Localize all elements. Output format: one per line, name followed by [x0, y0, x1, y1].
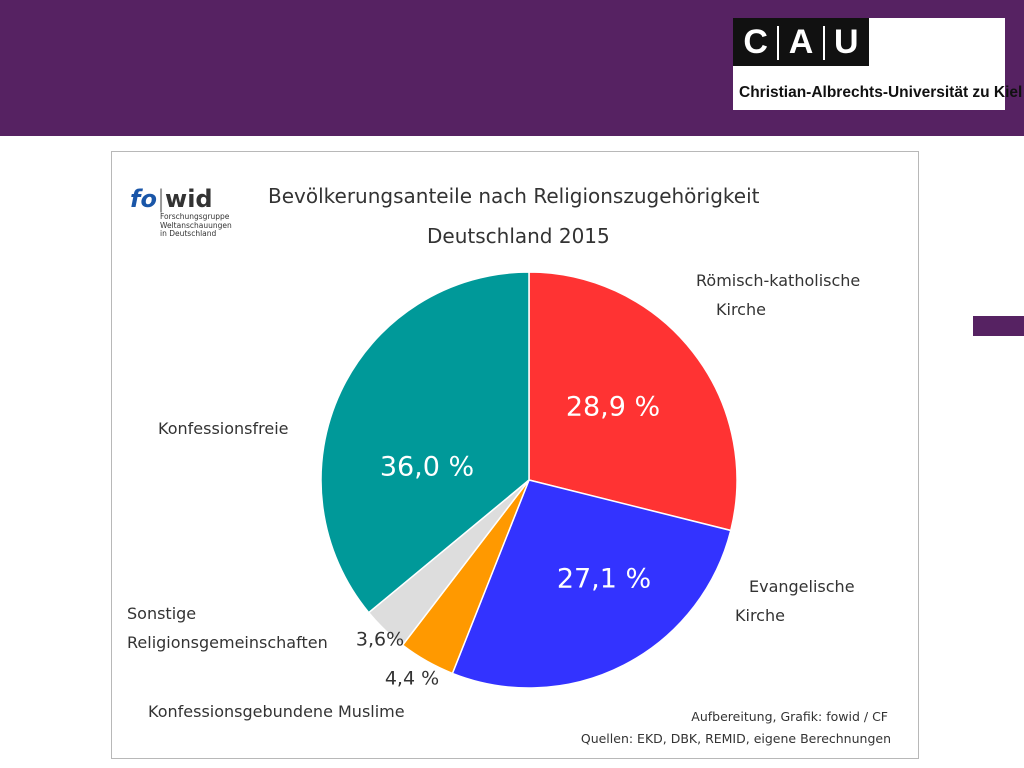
label-catholic: Römisch-katholische Kirche — [696, 266, 860, 324]
slice-nonreligious — [320, 271, 530, 614]
side-tab — [973, 316, 1024, 336]
cau-divider — [823, 26, 825, 60]
slice-catholic — [528, 271, 738, 532]
cau-letter-u: U — [834, 22, 859, 61]
label-other-line: Religionsgemeinschaften — [127, 633, 328, 652]
value-label: 36,0 % — [380, 452, 474, 483]
fowid-subtitle-line: in Deutschland — [160, 229, 217, 238]
value-label: 3,6% — [356, 629, 404, 651]
label-nonreligious: Konfessionsfreie — [158, 419, 289, 438]
label-protestant: Evangelische Kirche — [735, 572, 855, 630]
label-other-line: Sonstige — [127, 604, 197, 623]
chart-subtitle: Deutschland 2015 — [427, 224, 610, 248]
value-label: 27,1 % — [557, 564, 651, 595]
chart-title: Bevölkerungsanteile nach Religionszugehö… — [268, 184, 760, 208]
fowid-wid: wid — [165, 185, 213, 213]
fowid-subtitle-line: Forschungsgruppe — [160, 212, 230, 221]
fowid-fo: fo — [130, 185, 157, 213]
university-name: Christian-Albrechts-Universität zu Kiel — [739, 84, 1023, 101]
label-catholic-line: Kirche — [716, 300, 766, 319]
cau-letter-a: A — [788, 22, 814, 61]
label-protestant-line: Evangelische — [749, 577, 855, 596]
label-protestant-line: Kirche — [735, 606, 785, 625]
source-credit: Aufbereitung, Grafik: fowid / CF — [691, 709, 888, 724]
label-catholic-line: Römisch-katholische — [696, 271, 861, 290]
cau-divider — [777, 26, 779, 60]
fowid-subtitle: Forschungsgruppe Weltanschauungen in Deu… — [160, 212, 232, 239]
fowid-subtitle-line: Weltanschauungen — [160, 220, 232, 230]
label-other: Sonstige Religionsgemeinschaften — [127, 599, 328, 657]
fowid-wordmark: fo|wid — [130, 185, 213, 213]
label-muslims: Konfessionsgebundene Muslime — [148, 702, 405, 721]
cau-logo: C A U Christian-Albrechts-Universität zu… — [733, 18, 1022, 110]
fowid-logo: fo|wid Forschungsgruppe Weltanschauungen… — [127, 185, 237, 255]
value-label: 4,4 % — [385, 668, 439, 690]
source-references: Quellen: EKD, DBK, REMID, eigene Berechn… — [580, 731, 891, 746]
cau-letter-c: C — [743, 22, 768, 61]
cau-letters: C A U — [733, 18, 869, 66]
value-label: 28,9 % — [566, 392, 660, 423]
slice-protestant — [451, 479, 732, 689]
